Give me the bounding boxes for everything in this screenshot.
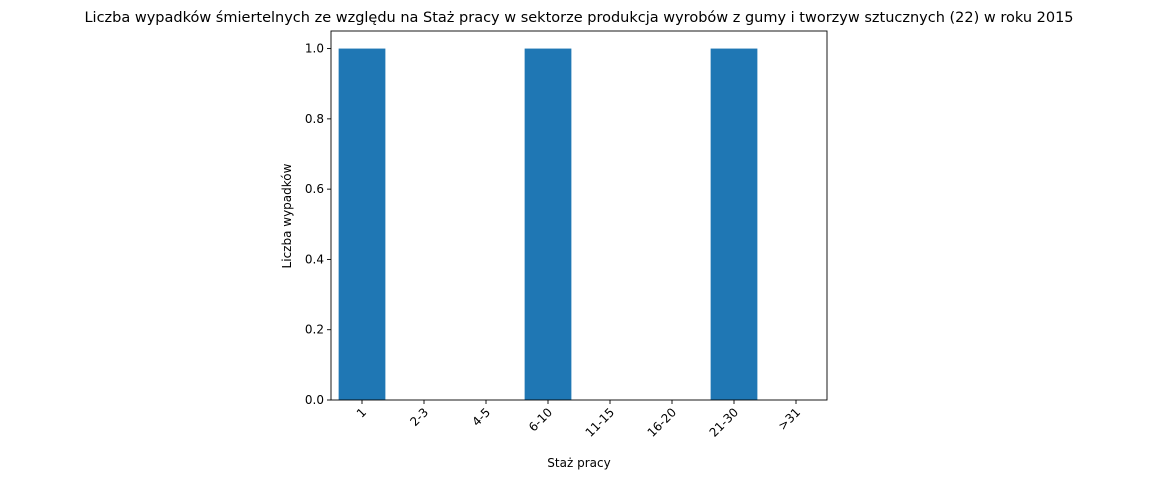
x-axis-label: Staż pracy <box>547 456 610 470</box>
y-tick-label: 0.2 <box>305 323 324 337</box>
plot-area: 0.0 0.2 0.4 0.6 0.8 1.0 1 2-3 4-5 6-10 11-15 16-20 2… <box>305 30 828 440</box>
y-tick-label: 0.8 <box>305 112 324 126</box>
x-tick-label: >31 <box>775 405 803 433</box>
y-tick-label: 1.0 <box>305 42 324 56</box>
x-tick-label: 2-3 <box>407 405 431 429</box>
chart-title: Liczba wypadków śmiertelnych ze względu … <box>84 10 1073 26</box>
bar-6-10 <box>524 48 572 400</box>
x-tick-label: 11-15 <box>583 405 618 440</box>
y-tick-label: 0.0 <box>305 393 324 407</box>
plot-frame <box>330 30 828 401</box>
bar-1 <box>338 48 386 400</box>
x-tick-label: 6-10 <box>526 405 555 434</box>
x-tick-label: 1 <box>354 405 369 420</box>
y-tick-label: 0.4 <box>305 252 324 266</box>
x-tick-label: 16-20 <box>645 405 680 440</box>
x-tick-label: 4-5 <box>469 405 493 429</box>
y-tick-label: 0.6 <box>305 182 324 196</box>
y-axis-label: Liczba wypadków <box>280 163 294 268</box>
bar-21-30 <box>710 48 758 400</box>
x-tick-label: 21-30 <box>707 405 742 440</box>
